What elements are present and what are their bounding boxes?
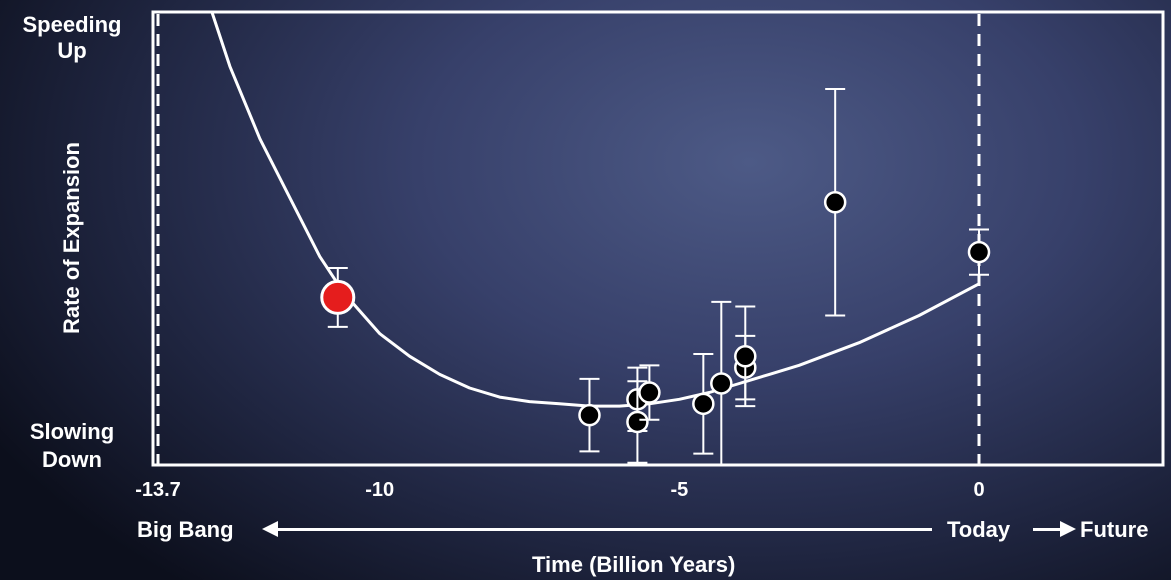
future-label: Future — [1080, 517, 1149, 542]
today-label: Today — [947, 517, 1011, 542]
data-point-9 — [823, 191, 847, 214]
highlight-point — [320, 279, 356, 315]
data-points — [320, 88, 991, 466]
y-bottom-label: Slowing Down — [8, 418, 136, 474]
plot-frame — [151, 10, 1165, 467]
reference-lines — [156, 14, 981, 465]
x-axis-title: Time (Billion Years) — [532, 552, 736, 577]
curve-line — [210, 11, 980, 408]
timeline-line — [276, 528, 932, 531]
left-arrow — [262, 521, 278, 537]
data-point-5 — [692, 392, 715, 416]
y-bottom-line1: Slowing — [29, 419, 115, 444]
data-point-1 — [578, 403, 601, 427]
data-point-8 — [734, 345, 757, 368]
data-point-3 — [626, 410, 649, 434]
data-point-4 — [638, 381, 661, 404]
x-tick-label-0: -13.7 — [135, 479, 181, 501]
y-bottom-line2: Down — [42, 447, 102, 472]
y-top-line2: Up — [57, 38, 87, 63]
y-top-line1: Speeding — [22, 12, 122, 37]
y-top-label: Speeding Up — [8, 12, 136, 64]
x-tick-label-2: -5 — [670, 479, 689, 501]
future-arrow-line — [1033, 528, 1061, 531]
x-tick-label-3: 0 — [973, 479, 985, 501]
x-tick-label-1: -10 — [365, 479, 395, 501]
big-bang-label: Big Bang — [137, 517, 234, 542]
data-point-10 — [967, 240, 991, 264]
fit-curve — [210, 11, 980, 408]
data-point-6 — [710, 372, 733, 395]
plot-border — [151, 10, 1165, 467]
right-arrow — [1060, 521, 1076, 537]
